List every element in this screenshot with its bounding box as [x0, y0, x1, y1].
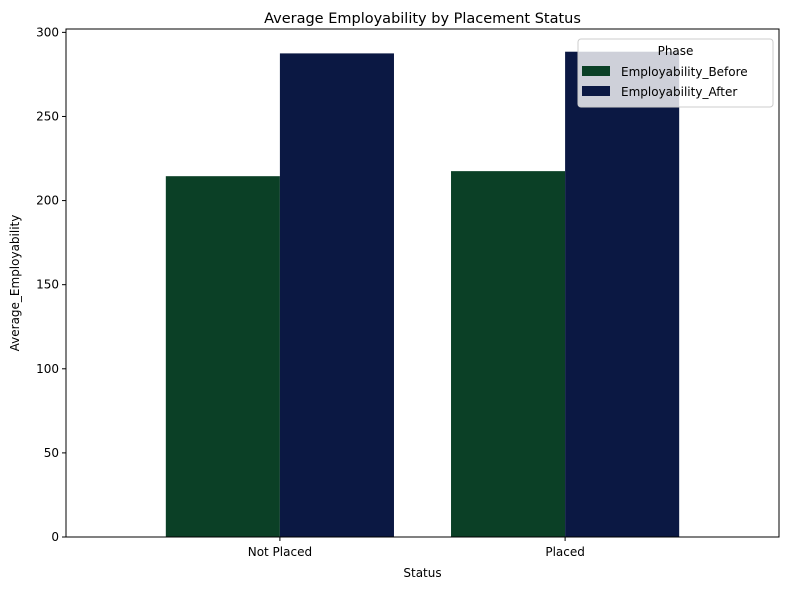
x-axis: Not Placed Placed — [248, 537, 585, 559]
y-tick-label: 250 — [36, 109, 59, 123]
bar-employability_after-not-placed — [279, 53, 394, 538]
legend-box — [577, 38, 774, 108]
legend-swatch — [582, 86, 610, 96]
y-tick-label: 100 — [36, 362, 59, 376]
bar-employability_after-placed — [565, 51, 680, 537]
y-axis-label: Average_Employability — [8, 215, 22, 352]
y-tick-label: 0 — [51, 530, 59, 544]
legend-swatch — [582, 66, 610, 76]
x-tick-label: Placed — [545, 545, 585, 559]
legend-entry-label: Employability_Before — [621, 65, 748, 79]
legend-title: Phase — [658, 44, 694, 58]
bars-group — [165, 51, 680, 538]
x-axis-label: Status — [403, 566, 441, 580]
y-axis: 0 50 100 150 200 250 300 — [36, 25, 66, 544]
y-tick-label: 150 — [36, 278, 59, 292]
bar-employability_before-placed — [451, 171, 566, 537]
plot-frame — [65, 28, 780, 538]
x-tick-label: Not Placed — [248, 545, 312, 559]
y-tick-label: 200 — [36, 194, 59, 208]
legend: Phase Employability_Before Employability_A… — [577, 38, 774, 108]
y-tick-label: 50 — [44, 446, 59, 460]
chart-title: Average Employability by Placement Statu… — [264, 11, 581, 27]
legend-entry-label: Employability_After — [621, 85, 737, 99]
y-tick-label: 300 — [36, 25, 59, 39]
bar-employability_before-not-placed — [165, 176, 280, 537]
